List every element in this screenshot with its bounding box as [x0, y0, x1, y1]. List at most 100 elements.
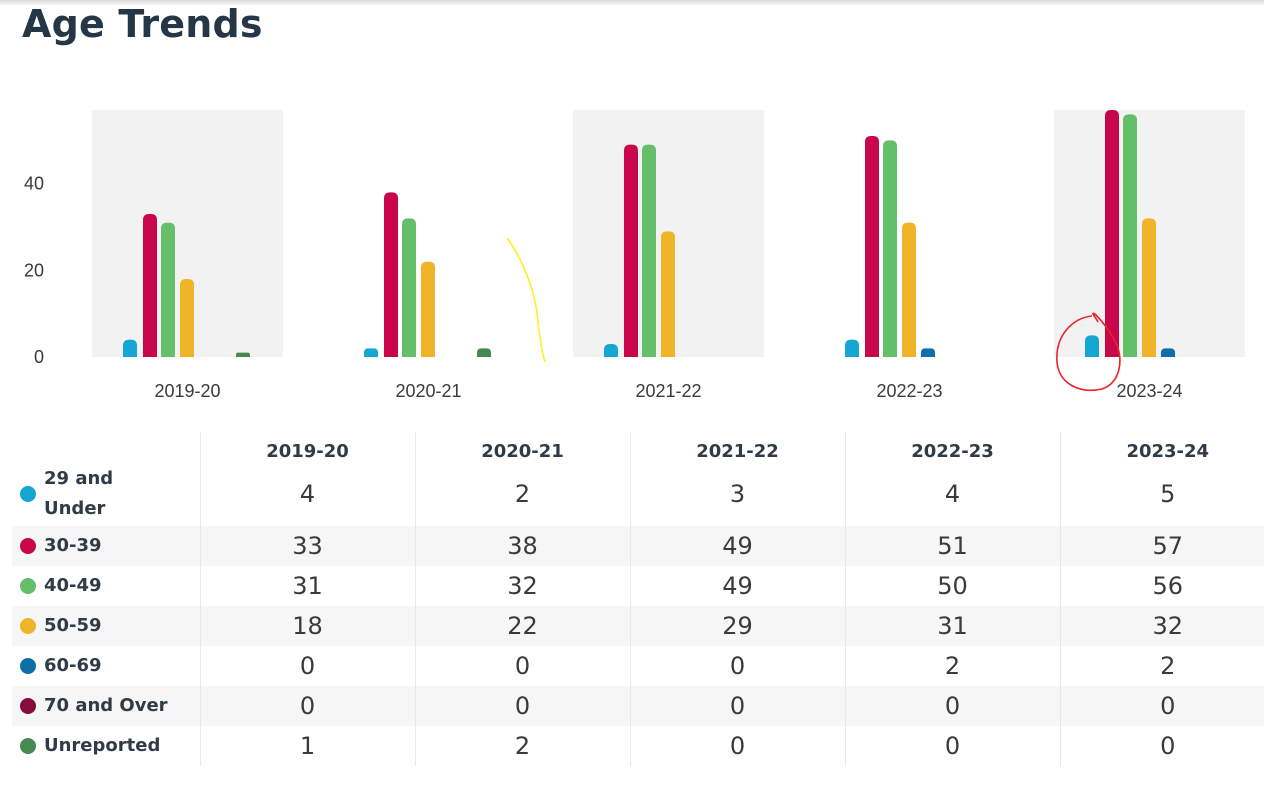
table-row: 30-39 33 38 49 51 57 [12, 526, 1264, 566]
column-header: 2019-20 [199, 432, 415, 462]
table-row: 29 and Under 4 2 3 4 5 [12, 462, 1264, 526]
legend-dot [20, 486, 36, 502]
table-cell: 0 [629, 686, 845, 726]
x-tick-label: 2022-23 [876, 381, 942, 401]
row-label: 29 and Under [12, 462, 200, 526]
table-cell: 0 [629, 726, 845, 766]
x-axis-ticks: 2019-20 2020-21 2021-22 2022-23 2023-24 [154, 381, 1182, 401]
annotation-stroke [506, 237, 546, 363]
table-cell: 3 [629, 462, 845, 526]
column-header: 2023-24 [1059, 432, 1264, 462]
row-label-text: 60-69 [44, 655, 102, 676]
bar-2022-23-30-39 [865, 136, 879, 357]
table-cell: 32 [414, 566, 630, 606]
bar-2019-20-40-49 [161, 222, 175, 357]
annotation-marks [506, 237, 1121, 391]
table-cell: 0 [844, 726, 1060, 766]
legend-dot [20, 658, 36, 674]
bar-2022-23-60-69 [921, 348, 935, 357]
table-cell: 0 [844, 686, 1060, 726]
column-header: 2022-23 [844, 432, 1060, 462]
table-cell: 2 [1059, 646, 1264, 686]
table-cell: 32 [1059, 606, 1264, 646]
table-cell: 31 [199, 566, 415, 606]
legend-dot [20, 618, 36, 634]
table-cell: 56 [1059, 566, 1264, 606]
y-tick-label: 40 [24, 174, 44, 194]
age-trends-table: 2019-20 2020-21 2021-22 2022-23 2023-24 29 a… [12, 432, 1264, 766]
table-cell: 18 [199, 606, 415, 646]
table-row: 60-69 0 0 0 2 2 [12, 646, 1264, 686]
table-cell: 4 [844, 462, 1060, 526]
bar-2021-22-40-49 [642, 144, 656, 357]
table-body: 29 and Under 4 2 3 4 5 30-39 33 38 49 51 57 40-49 31 3… [12, 462, 1264, 766]
table-cell: 33 [199, 526, 415, 566]
table-row: 50-59 18 22 29 31 32 [12, 606, 1264, 646]
row-label-text: 40-49 [44, 575, 102, 596]
row-label: 50-59 [12, 606, 200, 646]
bar-2019-20-unreported [236, 352, 250, 357]
table-cell: 0 [1059, 686, 1264, 726]
age-trends-chart: 0 20 40 2019-20 2020-21 2021-22 2022-23 2023-2… [24, 110, 1245, 401]
row-label-text: 30-39 [44, 535, 102, 556]
table-cell: 0 [414, 686, 630, 726]
row-label: Unreported [12, 726, 200, 766]
annotation-circle [1056, 312, 1121, 391]
table-cell: 2 [414, 726, 630, 766]
bar-2023-24-29-and-under [1085, 335, 1099, 357]
page-title: Age Trends [22, 2, 263, 46]
table-cell: 0 [629, 646, 845, 686]
table-cell: 1 [199, 726, 415, 766]
bar-2020-21-50-59 [421, 261, 435, 357]
row-label: 40-49 [12, 566, 200, 606]
bar-2020-21-29-and-under [364, 348, 378, 357]
row-label-text: 70 and Over [44, 695, 168, 716]
bar-2023-24-30-39 [1105, 110, 1119, 357]
table-cell: 49 [629, 566, 845, 606]
table-cell: 49 [629, 526, 845, 566]
bar-2020-21-40-49 [402, 218, 416, 357]
table-cell: 31 [844, 606, 1060, 646]
bar-2023-24-50-59 [1142, 218, 1156, 357]
table-cell: 0 [1059, 726, 1264, 766]
table-cell: 0 [414, 646, 630, 686]
row-label: 30-39 [12, 526, 200, 566]
chart-bars [123, 110, 1175, 357]
table-cell: 2 [414, 462, 630, 526]
table-cell: 22 [414, 606, 630, 646]
table-cell: 5 [1059, 462, 1264, 526]
row-label-text: Unreported [44, 735, 161, 756]
table-cell: 0 [199, 686, 415, 726]
bar-2023-24-60-69 [1161, 348, 1175, 357]
legend-dot [20, 698, 36, 714]
bar-2021-22-50-59 [661, 231, 675, 357]
legend-dot [20, 538, 36, 554]
bar-2022-23-40-49 [883, 140, 897, 357]
column-header: 2021-22 [629, 432, 845, 462]
table-row: 40-49 31 32 49 50 56 [12, 566, 1264, 606]
table-cell: 29 [629, 606, 845, 646]
bar-2019-20-50-59 [180, 279, 194, 357]
bar-2019-20-30-39 [143, 214, 157, 357]
y-tick-label: 20 [24, 260, 44, 280]
bar-2019-20-29-and-under [123, 339, 137, 357]
row-label: 70 and Over [12, 686, 200, 726]
bar-2021-22-30-39 [624, 144, 638, 357]
table-cell: 4 [199, 462, 415, 526]
x-tick-label: 2021-22 [635, 381, 701, 401]
bar-2022-23-29-and-under [845, 339, 859, 357]
bar-2023-24-40-49 [1123, 114, 1137, 357]
bar-2022-23-50-59 [902, 222, 916, 357]
row-label: 60-69 [12, 646, 200, 686]
bar-2020-21-30-39 [384, 192, 398, 357]
table-cell: 38 [414, 526, 630, 566]
legend-dot [20, 738, 36, 754]
table-header-row: 2019-20 2020-21 2021-22 2022-23 2023-24 [12, 432, 1264, 462]
x-tick-label: 2019-20 [154, 381, 220, 401]
bar-2021-22-29-and-under [604, 344, 618, 357]
bar-2020-21-unreported [477, 348, 491, 357]
table-cell: 2 [844, 646, 1060, 686]
table-cell: 57 [1059, 526, 1264, 566]
row-label-text: 29 and Under [44, 468, 114, 519]
y-axis-ticks: 0 20 40 [24, 174, 44, 367]
